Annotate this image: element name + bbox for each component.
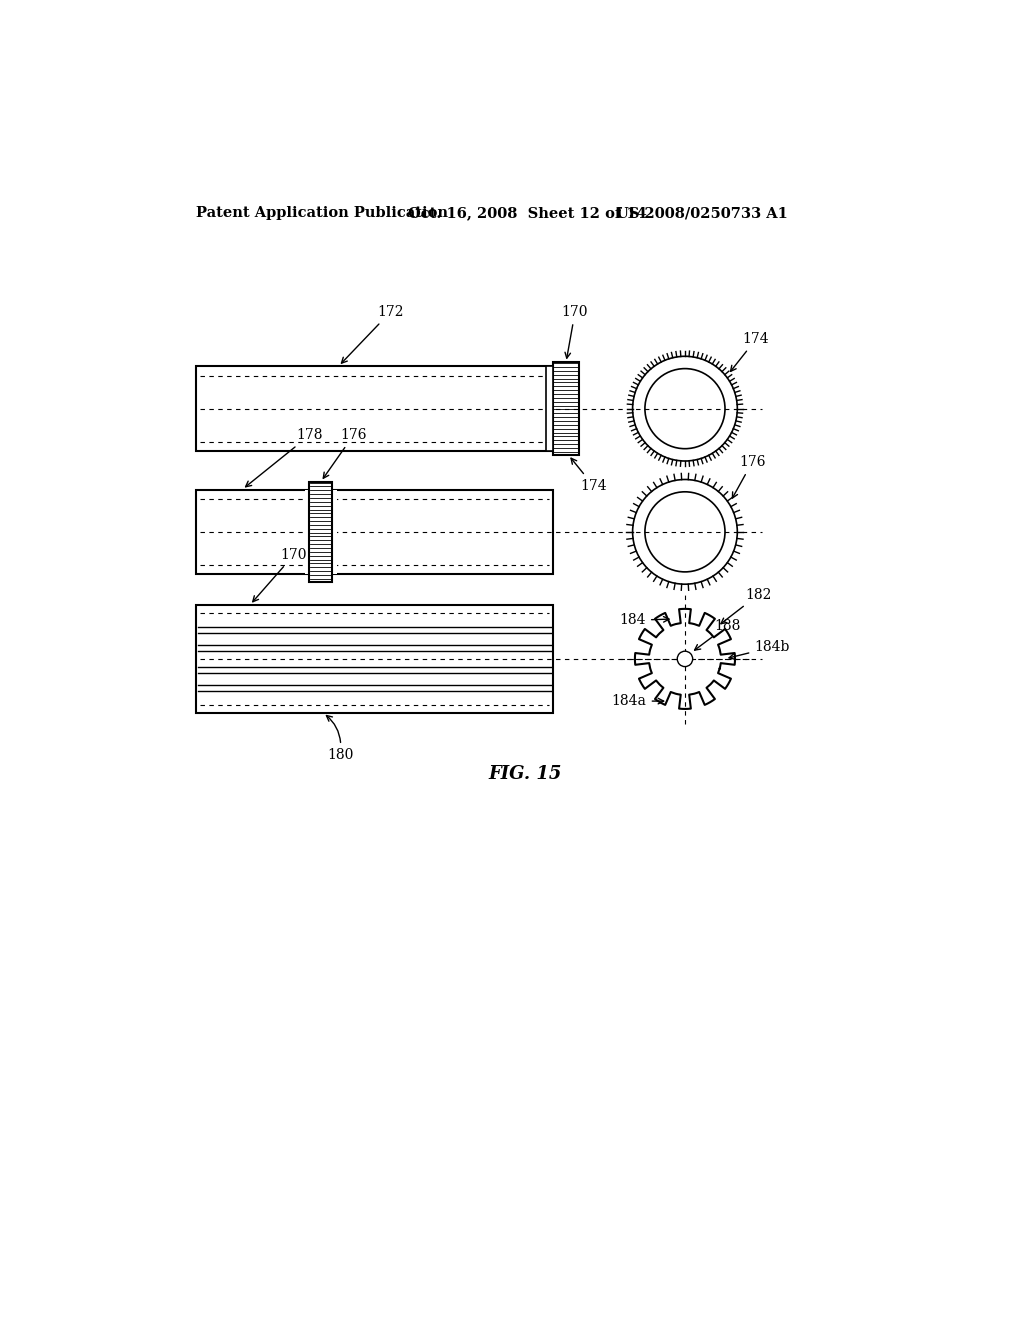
Bar bbox=[333, 490, 337, 574]
Text: 184: 184 bbox=[620, 614, 669, 627]
Circle shape bbox=[633, 356, 737, 461]
Bar bbox=[553, 363, 580, 455]
Bar bbox=[196, 490, 553, 574]
Text: 176: 176 bbox=[324, 429, 367, 478]
Text: 184a: 184a bbox=[611, 694, 664, 708]
Text: 174: 174 bbox=[730, 333, 769, 371]
Bar bbox=[196, 605, 553, 713]
Text: 174: 174 bbox=[571, 458, 606, 492]
Text: FIG. 15: FIG. 15 bbox=[488, 766, 561, 783]
Circle shape bbox=[645, 492, 725, 572]
Text: 170: 170 bbox=[253, 548, 307, 602]
Bar bbox=[304, 490, 309, 574]
Text: 188: 188 bbox=[694, 619, 740, 651]
Bar bbox=[196, 366, 553, 451]
Text: 182: 182 bbox=[721, 587, 771, 624]
Bar bbox=[309, 482, 333, 582]
Text: 170: 170 bbox=[562, 305, 588, 358]
Circle shape bbox=[645, 368, 725, 449]
Circle shape bbox=[633, 479, 737, 585]
Text: 176: 176 bbox=[732, 455, 765, 498]
Bar bbox=[547, 366, 553, 451]
Text: US 2008/0250733 A1: US 2008/0250733 A1 bbox=[615, 206, 787, 220]
Text: 180: 180 bbox=[327, 715, 353, 762]
Circle shape bbox=[677, 651, 692, 667]
Text: 172: 172 bbox=[341, 305, 403, 363]
Text: Oct. 16, 2008  Sheet 12 of 14: Oct. 16, 2008 Sheet 12 of 14 bbox=[408, 206, 646, 220]
Text: Patent Application Publication: Patent Application Publication bbox=[196, 206, 449, 220]
Text: 184b: 184b bbox=[729, 640, 790, 659]
Text: 178: 178 bbox=[246, 429, 323, 487]
